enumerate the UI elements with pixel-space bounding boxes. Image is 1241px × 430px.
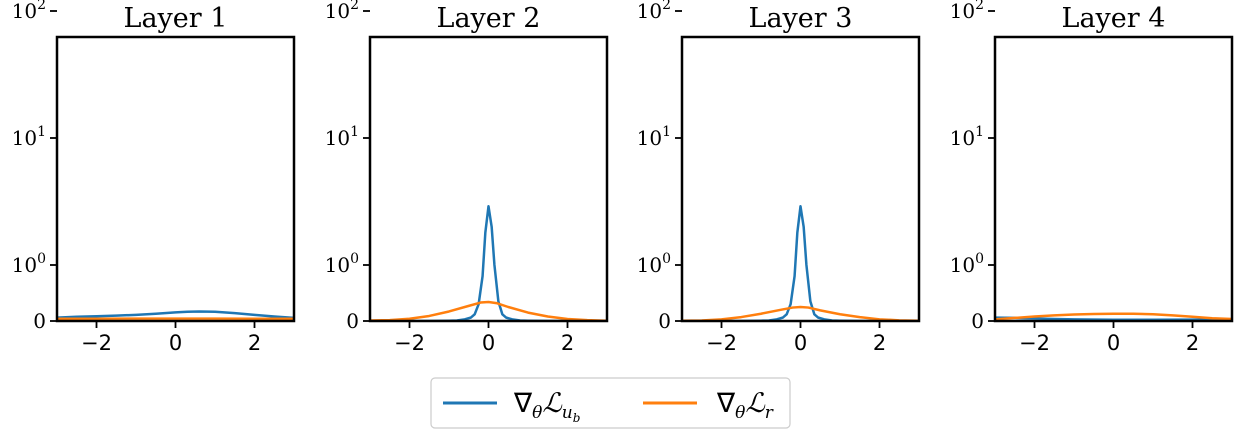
y-tick-label: 102 [950, 0, 984, 23]
series-line-grad-r [995, 312, 1232, 321]
y-tick-label-base: 10 [325, 253, 350, 277]
y-tick-label-exponent: 1 [350, 124, 359, 140]
y-tick-label-base: 10 [637, 126, 662, 150]
y-tick-label: 101 [637, 124, 671, 150]
x-tick-label: −2 [81, 331, 112, 355]
y-tick-label-base: 0 [658, 309, 671, 333]
x-tick-label: −2 [394, 331, 425, 355]
series-line-grad-ub [682, 205, 919, 321]
y-tick-label-base: 10 [325, 0, 350, 23]
plot-frame [368, 35, 609, 323]
y-tick-label: 100 [950, 251, 984, 277]
plot-frame [55, 35, 296, 323]
x-tick-label: 0 [1107, 331, 1120, 355]
y-tick-label: 101 [325, 124, 359, 150]
series-line-grad-r [370, 300, 607, 321]
y-tick-label-base: 10 [12, 253, 37, 277]
legend-label-grad-r-nabla: ∇ [716, 388, 736, 419]
series-line-grad-r [682, 305, 919, 321]
legend-frame [430, 377, 791, 429]
y-tick-label-exponent: 1 [37, 124, 46, 140]
y-tick-label: 101 [950, 124, 984, 150]
y-tick-label-base: 10 [637, 0, 662, 23]
subplot-title: Layer 3 [749, 3, 853, 34]
y-tick-label-exponent: 2 [37, 0, 46, 13]
y-tick-label-base: 10 [950, 253, 975, 277]
y-tick-label-exponent: 2 [975, 0, 984, 13]
y-tick-label-base: 10 [637, 253, 662, 277]
y-tick-label: 100 [12, 251, 46, 277]
y-tick-label-base: 0 [346, 309, 359, 333]
y-tick-label-base: 10 [950, 126, 975, 150]
subplot-title: Layer 1 [124, 3, 228, 34]
x-tick-label: 2 [248, 331, 261, 355]
y-tick-label-exponent: 0 [350, 251, 359, 267]
subplot-title: Layer 2 [437, 3, 541, 34]
legend-label-grad-r: ∇θℒr [716, 388, 774, 423]
legend-label-grad-ub-nabla: ∇ [513, 388, 533, 419]
legend-label-grad-ub-sub2: b [573, 411, 581, 425]
y-tick-label: 0 [33, 309, 46, 333]
legend: ∇θℒub ∇θℒr [430, 377, 791, 429]
y-tick-label-base: 10 [12, 126, 37, 150]
y-tick-label-exponent: 0 [662, 251, 671, 267]
legend-label-grad-r-script: ℒ [745, 388, 765, 419]
plot-frame [680, 35, 921, 323]
legend-label-grad-r-theta: θ [735, 403, 745, 423]
y-tick-label-exponent: 0 [37, 251, 46, 267]
y-tick-label-base: 10 [950, 0, 975, 23]
y-tick-label-exponent: 2 [662, 0, 671, 13]
x-tick-label: 2 [561, 331, 574, 355]
x-tick-label: 2 [1186, 331, 1199, 355]
y-tick-label-base: 10 [12, 0, 37, 23]
legend-label-grad-ub: ∇θℒub [513, 388, 580, 425]
subplot-title: Layer 4 [1062, 3, 1166, 34]
series-line-grad-ub [370, 205, 607, 321]
y-tick-label: 102 [637, 0, 671, 23]
x-tick-label: 0 [794, 331, 807, 355]
legend-label-grad-ub-script: ℒ [542, 388, 562, 419]
y-tick-label: 102 [325, 0, 359, 23]
y-tick-label-base: 0 [33, 309, 46, 333]
y-tick-label-exponent: 1 [975, 124, 984, 140]
y-tick-label: 0 [346, 309, 359, 333]
legend-label-grad-ub-sub: u [562, 403, 573, 423]
y-tick-label: 0 [658, 309, 671, 333]
y-tick-label-base: 0 [971, 309, 984, 333]
plot-frame [993, 35, 1234, 323]
y-tick-label-exponent: 2 [350, 0, 359, 13]
y-tick-label: 101 [12, 124, 46, 150]
y-tick-label: 100 [325, 251, 359, 277]
x-tick-label: 2 [873, 331, 886, 355]
x-tick-label: −2 [706, 331, 737, 355]
y-tick-label-exponent: 1 [662, 124, 671, 140]
y-tick-label: 0 [971, 309, 984, 333]
y-tick-label: 102 [12, 0, 46, 23]
y-tick-label-exponent: 0 [975, 251, 984, 267]
y-tick-label: 100 [637, 251, 671, 277]
x-tick-label: −2 [1019, 331, 1050, 355]
legend-label-grad-ub-theta: θ [532, 403, 542, 423]
y-tick-label-base: 10 [325, 126, 350, 150]
legend-label-grad-r-sub: r [765, 403, 774, 423]
series-line-grad-ub [57, 310, 294, 320]
x-tick-label: 0 [482, 331, 495, 355]
x-tick-label: 0 [169, 331, 182, 355]
